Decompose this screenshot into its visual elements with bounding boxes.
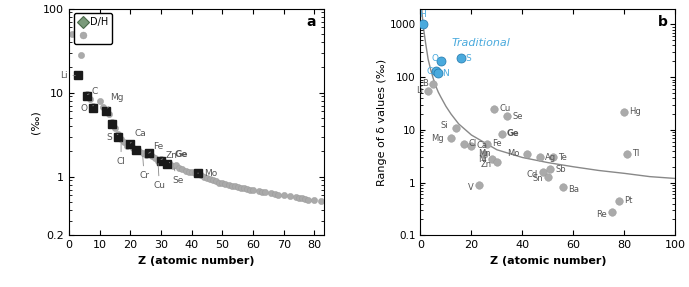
Text: Sn: Sn (532, 174, 543, 183)
Text: Traditional: Traditional (451, 38, 510, 48)
Text: a: a (307, 15, 316, 29)
Text: N: N (442, 69, 449, 77)
Text: H: H (420, 11, 426, 20)
Text: Se: Se (172, 168, 183, 185)
Text: O: O (81, 104, 94, 113)
Text: Cl: Cl (116, 142, 125, 166)
Text: Re: Re (596, 210, 606, 219)
Text: Mo: Mo (507, 150, 520, 158)
Text: S: S (465, 54, 471, 63)
Legend: D/H, : D/H, (74, 13, 112, 44)
Text: Cr: Cr (139, 156, 149, 181)
Text: Hg: Hg (629, 107, 641, 116)
Text: Ag: Ag (545, 153, 557, 162)
Y-axis label: Range of δ values (‰): Range of δ values (‰) (377, 59, 387, 185)
Text: Cu: Cu (500, 104, 511, 113)
Text: V: V (469, 183, 474, 192)
Text: Li: Li (416, 86, 423, 95)
Text: Cu: Cu (154, 163, 165, 190)
Text: Mg: Mg (431, 133, 444, 143)
Text: B: B (422, 79, 428, 88)
Text: Ca: Ca (477, 141, 488, 150)
Text: O: O (432, 54, 439, 63)
Text: Li: Li (60, 71, 75, 80)
Text: Ge: Ge (169, 150, 188, 163)
Y-axis label: (‰): (‰) (30, 110, 40, 134)
Text: Ge: Ge (507, 129, 520, 138)
X-axis label: Z (atomic number): Z (atomic number) (138, 256, 254, 266)
Text: Te: Te (558, 153, 567, 162)
Text: Mo: Mo (198, 169, 217, 178)
Text: Cl: Cl (469, 139, 477, 148)
Text: Zn: Zn (161, 151, 178, 160)
Text: Ba: Ba (568, 185, 579, 194)
Text: b: b (658, 15, 668, 29)
Text: Fe: Fe (149, 142, 163, 153)
Text: Cd: Cd (526, 170, 537, 179)
Text: Tl: Tl (632, 150, 639, 158)
Text: Fe: Fe (492, 139, 502, 148)
Text: Sb: Sb (555, 165, 566, 174)
Text: Mg: Mg (107, 93, 124, 108)
Text: Mn: Mn (478, 150, 491, 158)
Text: Se: Se (512, 112, 523, 121)
X-axis label: Z (atomic number): Z (atomic number) (490, 256, 606, 266)
Text: Ni: Ni (478, 155, 486, 164)
Text: C: C (88, 88, 98, 96)
Text: Zn: Zn (481, 160, 492, 168)
Text: Pt: Pt (624, 196, 633, 205)
Text: C: C (426, 67, 433, 76)
Text: Ca: Ca (130, 129, 147, 143)
Text: Si: Si (441, 121, 449, 130)
Text: S: S (106, 133, 118, 142)
